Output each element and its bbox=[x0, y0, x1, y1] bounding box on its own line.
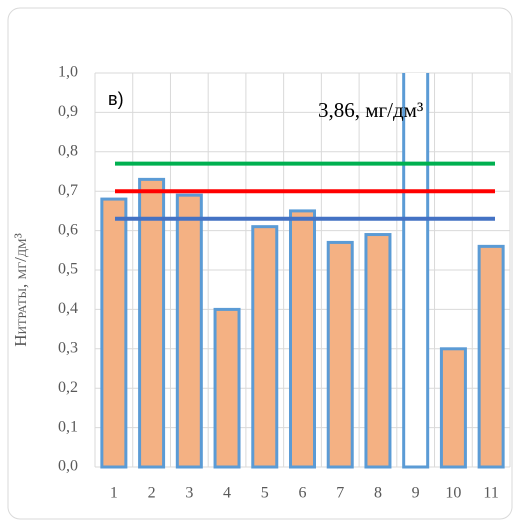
bar bbox=[213, 307, 241, 469]
y-tick-label: 0,4 bbox=[58, 300, 78, 317]
x-tick-label: 1 bbox=[110, 485, 118, 502]
y-tick-label: 0,2 bbox=[58, 379, 78, 396]
plot-area bbox=[100, 73, 505, 469]
bar bbox=[175, 193, 203, 469]
y-tick-label: 0,7 bbox=[58, 182, 78, 199]
y-axis-label: Нитраты, мг/дм³ bbox=[11, 233, 30, 347]
y-tick-label: 0,0 bbox=[58, 458, 78, 475]
panel-label: в) bbox=[108, 89, 124, 109]
x-tick-label: 9 bbox=[412, 485, 420, 502]
x-tick-label: 10 bbox=[445, 485, 461, 502]
bar bbox=[439, 347, 467, 469]
x-tick-label: 3 bbox=[185, 485, 193, 502]
x-tick-label: 2 bbox=[148, 485, 156, 502]
bar bbox=[402, 73, 430, 469]
y-tick-label: 0,6 bbox=[58, 221, 78, 238]
x-tick-label: 11 bbox=[483, 485, 498, 502]
bar bbox=[477, 244, 505, 469]
x-tick-label: 8 bbox=[374, 485, 382, 502]
bar bbox=[289, 209, 316, 469]
x-tick-label: 4 bbox=[223, 485, 231, 502]
bar bbox=[251, 225, 279, 469]
bar bbox=[364, 233, 392, 469]
bar bbox=[326, 240, 354, 469]
x-tick-label: 6 bbox=[299, 485, 307, 502]
annotation: 3,86, мг/дм³ bbox=[318, 98, 423, 122]
x-tick-label: 7 bbox=[336, 485, 344, 502]
y-tick-label: 0,3 bbox=[58, 339, 78, 356]
y-tick-label: 1,0 bbox=[58, 64, 78, 81]
bar bbox=[100, 197, 128, 469]
y-tick-label: 0,8 bbox=[58, 142, 78, 159]
y-tick-label: 0,9 bbox=[58, 103, 78, 120]
bar bbox=[138, 177, 166, 469]
y-tick-label: 0,5 bbox=[58, 261, 78, 278]
x-tick-label: 5 bbox=[261, 485, 269, 502]
y-tick-label: 0,1 bbox=[58, 418, 78, 435]
